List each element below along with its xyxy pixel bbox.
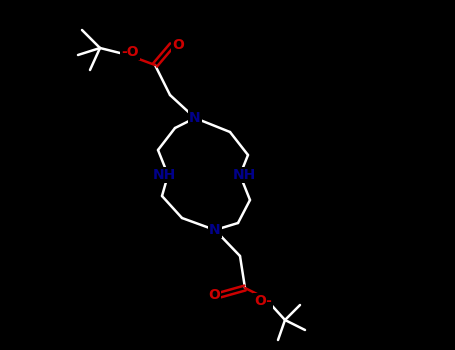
Text: O: O	[172, 38, 184, 52]
Text: NH: NH	[152, 168, 176, 182]
Text: O: O	[208, 288, 220, 302]
Text: NH: NH	[233, 168, 256, 182]
Text: N: N	[189, 111, 201, 125]
Text: O-: O-	[254, 294, 272, 308]
Text: -O: -O	[121, 45, 139, 59]
Text: N: N	[209, 223, 221, 237]
